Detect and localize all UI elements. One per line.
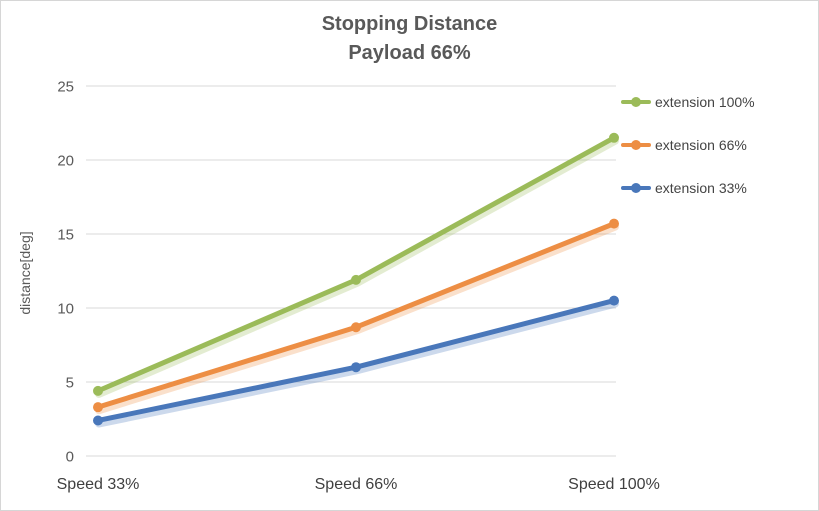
data-point-marker	[93, 415, 103, 426]
x-category-label: Speed 100%	[568, 476, 660, 493]
series-line	[95, 135, 617, 394]
x-category-label: Speed 66%	[315, 476, 398, 493]
data-point-marker	[93, 385, 103, 396]
x-category-label: Speed 33%	[57, 476, 140, 493]
legend-dot	[631, 183, 641, 193]
legend-label: extension 66%	[655, 137, 747, 153]
legend-item-extension-66: extension 66%	[621, 132, 755, 158]
data-point-marker	[93, 402, 103, 413]
y-tick-label: 20	[57, 152, 74, 169]
y-tick-label: 5	[66, 374, 74, 391]
legend-item-extension-33: extension 33%	[621, 175, 755, 201]
legend-label: extension 33%	[655, 180, 747, 196]
y-tick-label: 10	[57, 300, 74, 317]
y-tick-label: 15	[57, 226, 74, 243]
legend-line-marker	[621, 96, 651, 108]
legend-line-marker	[621, 139, 651, 151]
data-point-marker	[351, 322, 361, 333]
legend-line-marker	[621, 182, 651, 194]
legend: extension 100% extension 66% extension 3…	[621, 89, 755, 201]
data-point-marker	[351, 274, 361, 285]
y-tick-label: 25	[57, 78, 74, 95]
series-line	[95, 221, 617, 410]
legend-dot	[631, 97, 641, 107]
legend-item-extension-100: extension 100%	[621, 89, 755, 115]
data-point-marker	[609, 132, 619, 143]
data-point-marker	[609, 218, 619, 229]
data-point-marker	[351, 362, 361, 373]
y-axis-label: distance[deg]	[17, 231, 33, 315]
y-tick-label: 0	[66, 448, 74, 465]
legend-dot	[631, 140, 641, 150]
data-point-marker	[609, 295, 619, 306]
legend-label: extension 100%	[655, 94, 755, 110]
